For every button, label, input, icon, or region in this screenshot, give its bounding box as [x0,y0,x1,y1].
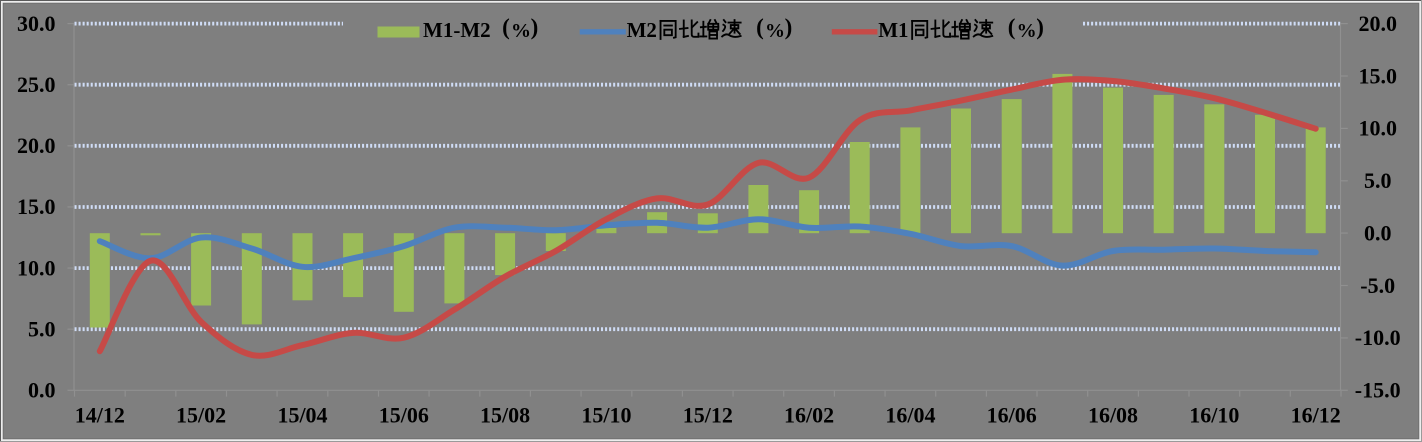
svg-text:M2: M2 [627,18,657,42]
svg-text:16/12: 16/12 [1291,402,1341,427]
svg-text:5.0: 5.0 [28,317,56,342]
svg-text:15.0: 15.0 [17,194,56,219]
svg-text:10.0: 10.0 [1358,116,1397,141]
svg-text:20.0: 20.0 [1358,11,1397,36]
svg-text:-5.0: -5.0 [1360,273,1395,298]
svg-text:16/08: 16/08 [1088,402,1138,427]
svg-text:15/06: 15/06 [379,402,429,427]
svg-text:0.0: 0.0 [1364,220,1392,245]
svg-text:%: % [511,20,531,42]
svg-text:15/04: 15/04 [277,402,327,427]
svg-text:16/06: 16/06 [987,402,1037,427]
svg-text:%: % [765,20,785,42]
svg-text:): ) [1036,15,1044,40]
svg-text:M1: M1 [878,18,908,42]
svg-text:15/08: 15/08 [480,402,530,427]
svg-text:-10.0: -10.0 [1355,325,1401,350]
svg-text:10.0: 10.0 [17,255,56,280]
svg-text:0.0: 0.0 [28,378,56,403]
svg-text:(: ( [1008,15,1016,40]
svg-text:): ) [531,15,539,40]
svg-text:15/02: 15/02 [176,402,226,427]
svg-text:15/12: 15/12 [683,402,733,427]
svg-text:): ) [785,15,793,40]
svg-text:16/10: 16/10 [1189,402,1239,427]
svg-text:(: ( [502,15,510,40]
svg-text:(: ( [756,15,764,40]
svg-text:%: % [1017,20,1037,42]
svg-text:14/12: 14/12 [75,402,125,427]
svg-text:15/10: 15/10 [581,402,631,427]
svg-text:5.0: 5.0 [1364,168,1392,193]
svg-text:25.0: 25.0 [17,72,56,97]
svg-text:15.0: 15.0 [1358,63,1397,88]
svg-text:30.0: 30.0 [17,11,56,36]
svg-text:16/02: 16/02 [784,402,834,427]
svg-text:M1-M2: M1-M2 [423,18,491,42]
svg-text:-15.0: -15.0 [1355,378,1401,403]
svg-text:20.0: 20.0 [17,133,56,158]
svg-text:16/04: 16/04 [885,402,935,427]
